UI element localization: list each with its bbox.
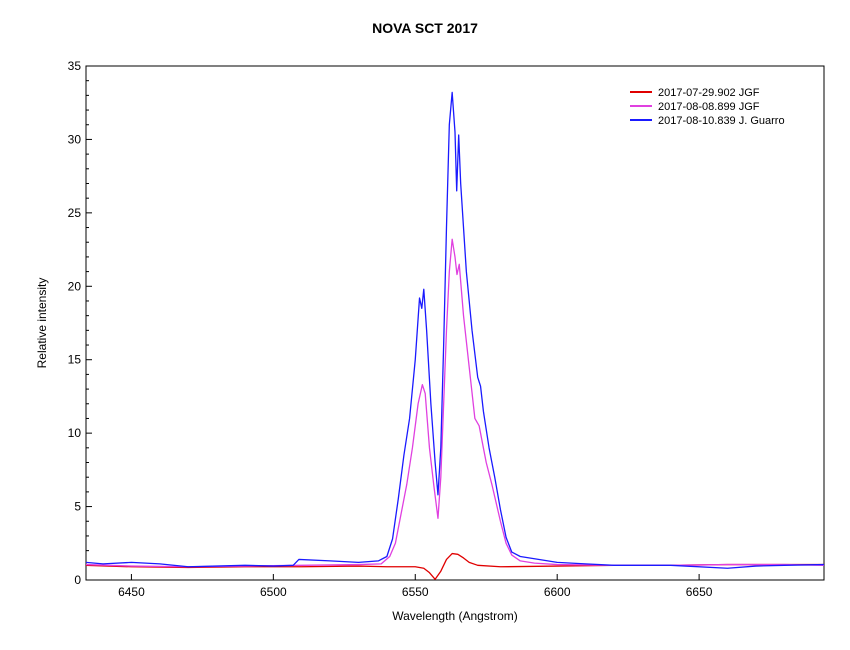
y-tick-label: 10 — [68, 426, 82, 440]
chart-title: NOVA SCT 2017 — [372, 20, 478, 36]
y-tick-label: 5 — [74, 500, 81, 514]
y-tick-label: 20 — [68, 279, 82, 293]
plot-frame — [85, 65, 825, 581]
legend: 2017-07-29.902 JGF 2017-08-08.899 JGF 2017… — [630, 87, 785, 127]
x-tick-label: 6550 — [402, 585, 429, 599]
y-tick-label: 15 — [68, 353, 82, 367]
y-minor-ticks — [86, 80, 89, 566]
legend-label-1: 2017-07-29.902 JGF — [658, 87, 760, 99]
x-tick-label: 6450 — [118, 585, 145, 599]
series-line-2 — [86, 238, 824, 568]
legend-label-3: 2017-08-10.839 J. Guarro — [658, 115, 785, 127]
series-layer — [86, 91, 824, 580]
x-axis-ticks: 6450 6500 6550 6600 6650 — [118, 574, 713, 599]
y-tick-label: 0 — [74, 573, 81, 587]
y-tick-label: 25 — [68, 206, 82, 220]
x-tick-label: 6650 — [686, 585, 713, 599]
y-axis-label: Relative intensity — [35, 278, 49, 369]
legend-label-2: 2017-08-08.899 JGF — [658, 101, 760, 113]
series-line-3 — [86, 91, 824, 569]
x-axis-label: Wavelength (Angstrom) — [392, 609, 518, 623]
x-tick-label: 6600 — [544, 585, 571, 599]
x-tick-label: 6500 — [260, 585, 287, 599]
y-axis-ticks: 0 5 10 15 20 25 30 35 — [68, 59, 92, 587]
y-tick-label: 30 — [68, 132, 82, 146]
y-tick-label: 35 — [68, 59, 82, 73]
